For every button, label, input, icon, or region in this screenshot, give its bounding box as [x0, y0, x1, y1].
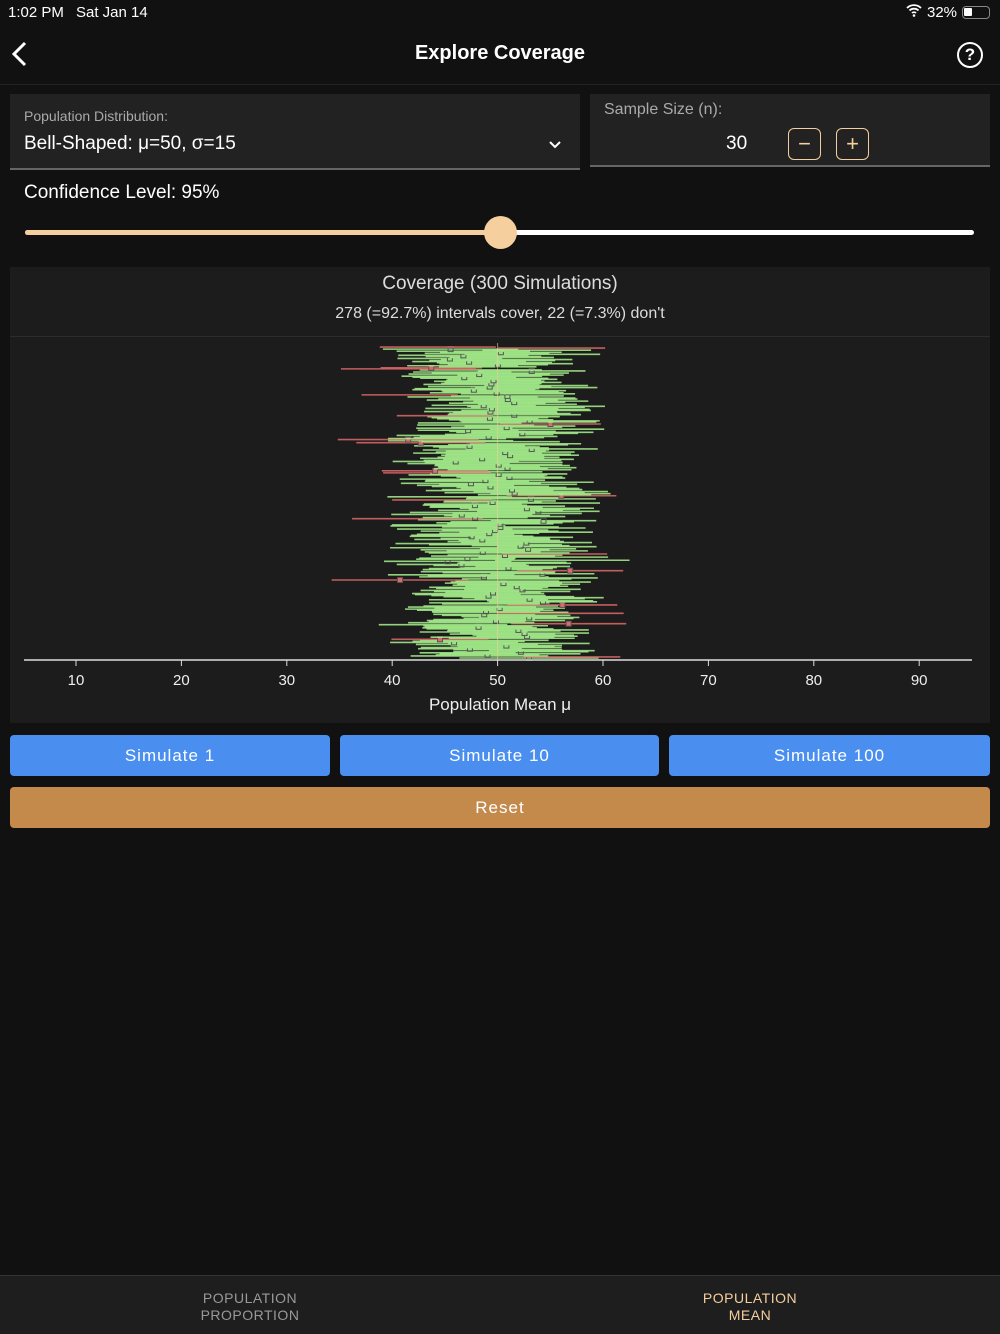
sample-mean-marker	[559, 601, 566, 608]
coverage-chart: Coverage (300 Simulations) 278 (=92.7%) …	[10, 267, 990, 723]
x-axis-label: Population Mean μ	[428, 695, 572, 714]
wifi-icon	[906, 4, 922, 21]
chevron-down-icon	[549, 141, 561, 149]
sample-mean-marker	[540, 517, 547, 524]
tab-bar: POPULATION PROPORTION POPULATION MEAN	[0, 1275, 1000, 1334]
x-tick-label: 60	[595, 672, 612, 689]
x-tick-label: 70	[700, 672, 717, 689]
chart-subtitle: 278 (=92.7%) intervals cover, 22 (=7.3%)…	[335, 305, 665, 322]
x-tick-label: 90	[911, 672, 928, 689]
sample-mean-marker	[528, 367, 535, 374]
sample-size-label: Sample Size (n):	[604, 101, 723, 118]
chart-title: Coverage (300 Simulations)	[382, 273, 618, 294]
sample-size-field: Sample Size (n): 30 − +	[590, 94, 990, 167]
slider-thumb[interactable]	[483, 216, 517, 249]
status-date: Sat Jan 14	[76, 4, 148, 21]
distribution-value: Bell-Shaped: μ=50, σ=15	[24, 133, 236, 154]
sample-mean-marker	[405, 436, 412, 443]
battery-percent: 32%	[927, 4, 958, 21]
increment-button[interactable]: +	[836, 128, 869, 160]
sample-size-value[interactable]: 30	[726, 133, 748, 154]
help-icon[interactable]: ?	[957, 42, 983, 68]
tab-population-mean[interactable]: POPULATION MEAN	[702, 1290, 798, 1323]
simulate-10-button[interactable]: Simulate 10	[340, 735, 659, 776]
x-tick-label: 10	[68, 672, 85, 689]
distribution-label: Population Distribution:	[24, 108, 168, 124]
x-tick-label: 20	[173, 672, 190, 689]
chart-divider	[10, 336, 990, 337]
simulate-100-button[interactable]: Simulate 100	[669, 735, 990, 776]
reset-button[interactable]: Reset	[10, 787, 990, 828]
distribution-select[interactable]: Population Distribution: Bell-Shaped: μ=…	[10, 94, 580, 170]
simulate-1-button[interactable]: Simulate 1	[10, 735, 330, 776]
status-time: 1:02 PM	[8, 4, 64, 21]
sample-mean-marker	[567, 567, 574, 574]
decrement-button[interactable]: −	[788, 128, 821, 160]
page-title: Explore Coverage	[414, 42, 586, 64]
tab-population-proportion[interactable]: POPULATION PROPORTION	[200, 1290, 300, 1323]
slider-fill	[25, 230, 500, 235]
sample-mean-marker	[397, 577, 404, 583]
x-tick-label: 50	[489, 672, 506, 689]
confidence-slider[interactable]	[25, 216, 974, 249]
x-tick-label: 30	[278, 672, 295, 689]
chevron-left-icon	[11, 41, 27, 67]
x-tick-label: 80	[805, 672, 822, 689]
battery-icon	[962, 6, 990, 19]
sample-mean-marker	[565, 620, 572, 627]
x-tick-label: 40	[384, 672, 401, 689]
back-button[interactable]	[10, 40, 28, 73]
nav-divider	[0, 84, 1000, 85]
confidence-label: Confidence Level: 95%	[24, 182, 220, 203]
